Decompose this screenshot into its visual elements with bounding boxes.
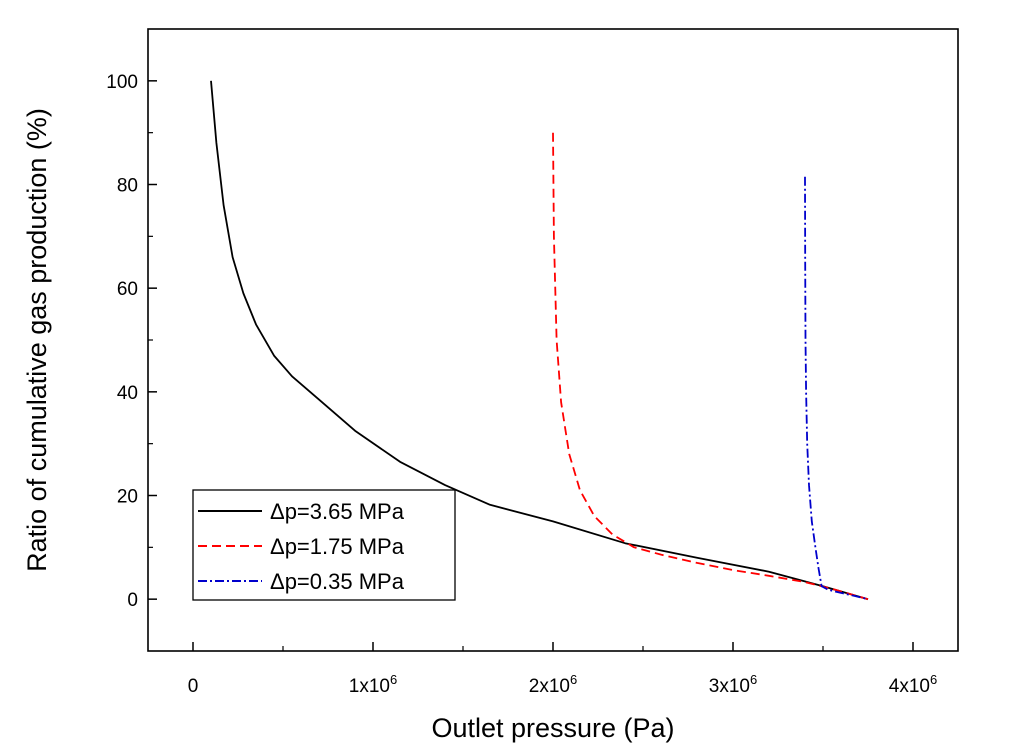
y-tick-label-1: 20 [117,487,138,508]
y-axis-title: Ratio of cumulative gas production (%) [22,108,52,572]
x-tick-label-base: 4x10 [889,676,930,697]
legend-label-0: Δp=3.65 MPa [270,499,405,524]
x-tick-label-exp: 6 [750,672,757,687]
y-tick-label-0: 0 [127,590,138,611]
x-tick-label-base: 0 [188,676,199,697]
y-tick-label-3: 60 [117,279,138,300]
x-tick-label-exp: 6 [930,672,937,687]
x-tick-label-base: 2x10 [529,676,570,697]
series-line-0 [210,80,869,601]
y-tick-label-2: 40 [117,383,138,404]
x-tick-label-2: 2x106 [529,672,577,697]
x-tick-label-exp: 6 [570,672,577,687]
x-tick-label-3: 3x106 [709,672,757,697]
legend-label-2: Δp=0.35 MPa [270,569,405,594]
x-tick-label-exp: 6 [390,672,397,687]
series-line-2 [804,176,869,601]
legend-label-1: Δp=1.75 MPa [270,534,405,559]
legend: Δp=3.65 MPa Δp=1.75 MPa Δp=0.35 MPa [192,489,456,601]
y-tick-label-5: 100 [106,72,138,93]
x-tick-label-base: 3x10 [709,676,750,697]
y-tick-label-4: 80 [117,176,138,197]
series-line-1 [552,132,869,601]
x-tick-label-base: 1x10 [349,676,390,697]
x-tick-label-0: 0 [188,676,199,697]
x-axis-title: Outlet pressure (Pa) [431,713,674,743]
x-tick-label-1: 1x106 [349,672,397,697]
series-layer [210,80,869,601]
x-tick-label-4: 4x106 [889,672,937,697]
